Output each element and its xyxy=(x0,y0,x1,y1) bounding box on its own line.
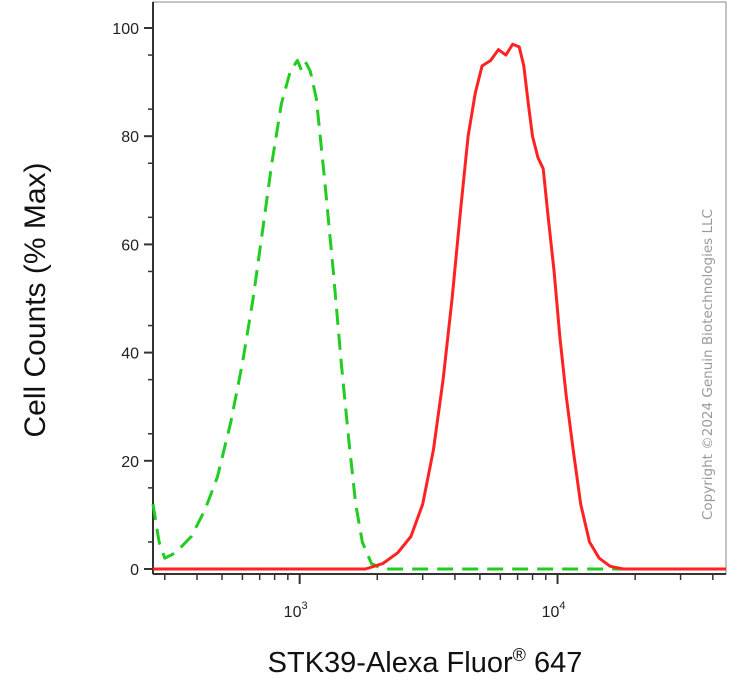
series-layer xyxy=(151,42,726,571)
y-tick-label: 60 xyxy=(121,237,139,254)
x-tick-base: 10 xyxy=(284,604,302,621)
x-tick-base: 10 xyxy=(542,604,560,621)
x-axis-title: STK39-Alexa Fluor® 647 xyxy=(268,645,583,679)
x-title-tail: 647 xyxy=(526,647,582,679)
y-axis-title: Cell Counts (% Max) xyxy=(19,162,52,437)
x-tick-exponent: 4 xyxy=(559,600,565,612)
series-line-2 xyxy=(153,42,726,571)
y-tick-label: 20 xyxy=(121,454,139,471)
y-axis: 0 20 40 60 80 100 xyxy=(112,2,154,579)
series-line-1 xyxy=(151,59,726,571)
copyright-watermark: Copyright ©2024 Genuin Biotechnologies L… xyxy=(700,209,716,520)
x-title-main: STK39-Alexa Fluor xyxy=(268,647,513,679)
y-tick-label: 40 xyxy=(121,346,139,363)
y-tick-label: 80 xyxy=(121,129,139,146)
x-tick-exponent: 3 xyxy=(301,600,307,612)
x-tick-label: 103 xyxy=(284,600,308,621)
x-title-registered: ® xyxy=(513,645,526,665)
plot-frame xyxy=(152,1,727,575)
y-tick-label: 0 xyxy=(130,562,139,579)
x-tick-label: 104 xyxy=(542,600,566,621)
y-tick-label: 100 xyxy=(112,21,139,38)
x-axis: 103104105 xyxy=(153,573,726,621)
